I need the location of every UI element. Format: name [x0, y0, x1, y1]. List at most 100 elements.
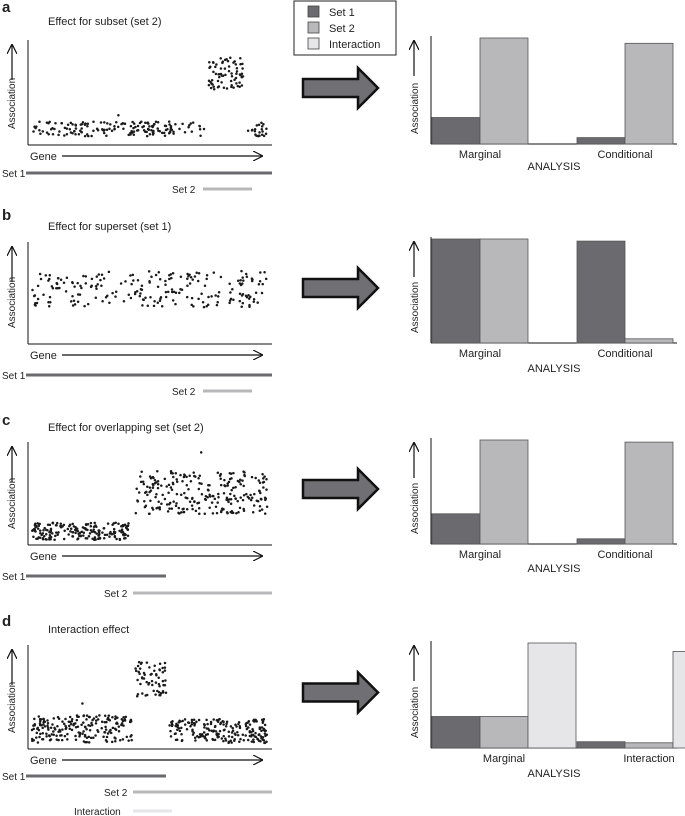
scatter-point — [194, 739, 197, 742]
set-label-set2: Set 2 — [104, 589, 128, 600]
scatter-point — [240, 269, 243, 273]
scatter-point — [174, 122, 177, 126]
scatter-point — [257, 479, 261, 482]
scatter-point — [73, 285, 76, 288]
scatter-point — [132, 122, 136, 125]
scatter-point — [261, 282, 264, 286]
bar-interaction-interaction — [672, 651, 685, 749]
scatter-point — [93, 536, 97, 539]
scatter-point — [100, 284, 103, 288]
scatter-point — [211, 512, 215, 515]
scatter-point — [265, 740, 268, 743]
scatter-point — [138, 667, 142, 670]
scatter-point — [30, 728, 34, 732]
scatter-point — [114, 717, 117, 721]
scatter-point — [175, 724, 179, 728]
category-label-marginal: Marginal — [483, 753, 525, 765]
scatter-point — [213, 738, 217, 742]
scatter-point — [91, 718, 94, 722]
scatter-point — [35, 537, 38, 541]
scatter-point — [152, 132, 155, 135]
scatter-point — [195, 271, 198, 274]
panel-c: c Effect for overlapping set (set 2) Assoc… — [2, 412, 677, 600]
scatter-point — [39, 532, 42, 535]
scatter-point — [212, 85, 215, 88]
scatter-point — [246, 738, 250, 742]
scatter-point — [156, 121, 160, 124]
scatter-point — [183, 718, 187, 721]
scatter-point — [73, 303, 77, 306]
scatter-point — [146, 304, 150, 307]
scatter-point — [238, 85, 241, 89]
scatter-point — [172, 475, 175, 479]
scatter-point — [112, 527, 116, 531]
scatter-point — [265, 505, 269, 508]
scatter-point — [253, 492, 256, 496]
scatter-point — [113, 531, 117, 534]
analysis-label: ANALYSIS — [528, 768, 581, 780]
scatter-point — [52, 717, 56, 720]
scatter-point — [188, 273, 191, 276]
scatter-point — [45, 131, 49, 134]
scatter-point — [171, 272, 175, 275]
scatter-point — [242, 507, 245, 511]
scatter-point — [257, 489, 261, 493]
scatter-point — [241, 282, 244, 285]
scatter-point — [191, 278, 194, 281]
scatter-point — [230, 488, 233, 492]
scatter-point — [245, 296, 249, 299]
scatter-point — [35, 301, 39, 305]
scatter-point — [55, 524, 58, 527]
scatter-point — [61, 720, 64, 723]
scatter-point — [33, 717, 36, 721]
scatter-point — [171, 723, 174, 727]
scatter-point — [240, 305, 243, 308]
scatter-points — [30, 660, 269, 745]
scatter-point — [112, 522, 115, 525]
scatter-point — [130, 129, 133, 133]
scatter-point — [239, 57, 242, 60]
scatter-point — [236, 84, 240, 88]
scatter-point — [84, 275, 88, 278]
scatter-point — [197, 487, 201, 491]
scatter-point — [211, 737, 214, 741]
scatter-point — [74, 123, 77, 127]
scatter-point — [209, 65, 212, 68]
scatter-point — [178, 127, 181, 131]
scatter-point — [250, 277, 254, 280]
scatter-point — [54, 534, 57, 538]
scatter-point — [145, 693, 149, 697]
scatter-point — [209, 720, 213, 724]
scatter-point — [258, 481, 262, 484]
scatter-point — [210, 295, 213, 298]
scatter-point — [118, 529, 121, 533]
scatter-point — [42, 529, 45, 532]
scatter-point — [183, 491, 186, 495]
scatter-point — [229, 56, 232, 60]
scatter-point — [213, 497, 217, 501]
scatter-point — [162, 683, 165, 687]
scatter-point — [121, 738, 125, 741]
scatter-point — [188, 124, 191, 127]
scatter-point — [71, 535, 74, 538]
scatter-point — [252, 298, 256, 301]
scatter-point — [132, 126, 135, 130]
scatter-point — [147, 270, 151, 273]
scatter-point — [253, 735, 256, 738]
scatter-point — [262, 486, 265, 489]
scatter-point — [60, 738, 64, 742]
scatter-point — [142, 298, 145, 302]
scatter-point — [102, 277, 106, 280]
scatter-point — [139, 475, 142, 478]
scatter-point — [178, 729, 182, 733]
scatter-point — [72, 525, 76, 528]
scatter-point — [236, 279, 240, 283]
scatter-points — [31, 451, 269, 542]
scatter-point — [149, 499, 152, 502]
scatter-point — [178, 512, 181, 515]
scatter-point — [168, 503, 171, 506]
scatter-point — [219, 477, 222, 481]
scatter-point — [115, 537, 118, 541]
scatter-point — [171, 481, 175, 485]
scatter-point — [218, 75, 221, 79]
